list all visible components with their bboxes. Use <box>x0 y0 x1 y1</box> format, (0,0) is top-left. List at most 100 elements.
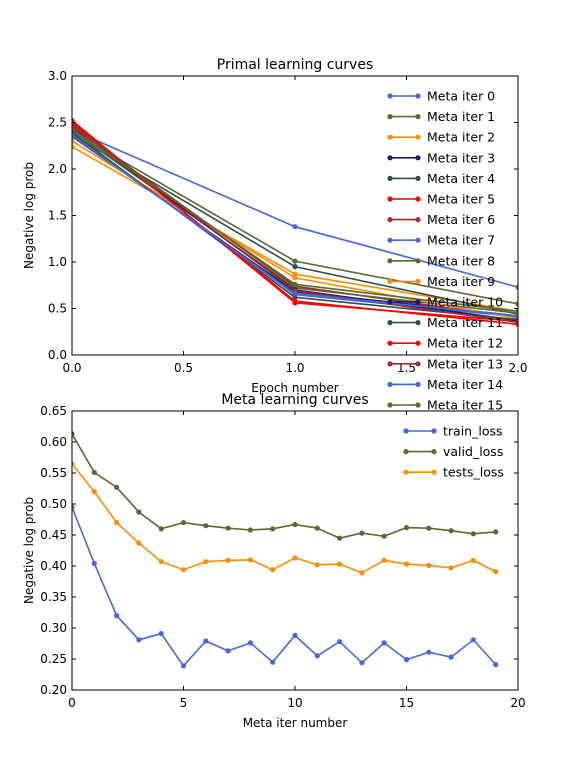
legend-label: Meta iter 14 <box>427 377 503 392</box>
data-point <box>314 653 320 659</box>
y-tick-label: 0.50 <box>40 497 67 511</box>
y-tick-label: 0.35 <box>40 590 67 604</box>
legend-label: Meta iter 15 <box>427 398 503 413</box>
data-point <box>515 284 518 290</box>
data-point <box>247 527 253 533</box>
chart-2: 0 5 10 15 20 0.20 0.25 0.30 0.35 0.40 0.45 0.50 0.55… <box>22 392 526 730</box>
legend-marker <box>387 196 393 202</box>
legend-marker <box>403 449 409 455</box>
x-tick-label: 5 <box>180 696 188 710</box>
legend-marker <box>415 320 421 326</box>
legend-marker <box>403 469 409 475</box>
legend-marker <box>387 134 393 140</box>
data-point <box>381 533 387 539</box>
data-point <box>359 660 365 666</box>
data-point <box>72 138 75 144</box>
legend-marker <box>387 258 393 264</box>
legend-marker <box>403 428 409 434</box>
legend-marker <box>431 428 437 434</box>
data-point <box>470 637 476 643</box>
series-group <box>72 431 499 669</box>
legend-marker <box>387 402 393 408</box>
data-point <box>136 637 142 643</box>
data-point <box>247 557 253 563</box>
y-tick-label: 0.45 <box>40 528 67 542</box>
data-point <box>91 560 97 567</box>
data-point <box>292 224 298 230</box>
legend-marker <box>415 134 421 140</box>
legend-marker <box>387 155 393 161</box>
data-point <box>158 559 164 565</box>
data-point <box>359 530 365 536</box>
data-point <box>72 144 75 150</box>
data-point <box>493 662 499 668</box>
x-tick-label: 1.0 <box>285 361 304 375</box>
legend-marker <box>431 469 437 475</box>
legend-marker <box>387 114 393 120</box>
x-axis-label: Meta iter number <box>243 716 348 730</box>
legend-label: Meta iter 9 <box>427 274 495 289</box>
legend-marker <box>387 320 393 326</box>
legend-marker <box>415 278 421 284</box>
data-point <box>470 557 476 564</box>
legend-label: Meta iter 7 <box>427 233 495 248</box>
data-point <box>381 557 387 564</box>
legend-label: Meta iter 10 <box>427 295 503 310</box>
data-point <box>292 275 298 281</box>
legend-marker <box>415 258 421 264</box>
y-tick-label: 2.5 <box>48 116 67 130</box>
data-point <box>180 567 187 573</box>
legend-marker <box>415 196 421 202</box>
data-point <box>337 639 343 645</box>
data-point <box>72 121 75 127</box>
data-point <box>292 632 298 639</box>
data-point <box>292 271 298 277</box>
data-point <box>515 313 518 319</box>
data-point <box>180 663 187 669</box>
y-axis-label: Negative log prob <box>22 497 36 604</box>
data-point <box>403 525 410 531</box>
legend-label: tests_loss <box>443 465 504 480</box>
y-axis-label: Negative log prob <box>22 162 36 269</box>
x-tick-label: 0.0 <box>62 361 81 375</box>
data-point <box>225 557 231 564</box>
data-point <box>72 461 75 467</box>
data-point <box>292 555 298 561</box>
data-point <box>91 489 97 495</box>
y-tick-label: 0.25 <box>40 652 67 666</box>
legend-marker <box>415 402 421 408</box>
data-point <box>448 528 454 534</box>
data-point <box>225 648 231 654</box>
y-tick-label: 1.0 <box>48 255 67 269</box>
series-line-1 <box>72 506 497 668</box>
data-point <box>403 657 410 663</box>
legend-marker <box>387 381 393 387</box>
data-point <box>314 525 320 531</box>
legend-label: Meta iter 11 <box>427 315 503 330</box>
y-tick-label: 0.20 <box>40 683 67 697</box>
y-tick-label: 0.40 <box>40 559 67 573</box>
data-point <box>72 504 75 510</box>
chart-title: Meta learning curves <box>221 392 368 408</box>
data-point <box>270 659 276 665</box>
y-tick-label: 2.0 <box>48 162 67 176</box>
x-tick-label: 0 <box>68 696 76 710</box>
data-point <box>72 132 75 139</box>
data-point <box>448 565 454 571</box>
legend-marker <box>415 155 421 161</box>
legend-marker <box>415 381 421 387</box>
y-tick-label: 0.5 <box>48 302 67 316</box>
legend-label: train_loss <box>443 424 503 439</box>
legend-marker <box>415 340 421 346</box>
x-tick-label: 10 <box>287 696 302 710</box>
legend-label: Meta iter 2 <box>427 130 495 145</box>
data-point <box>203 638 209 644</box>
x-tick-label: 2.0 <box>508 361 527 375</box>
data-point <box>292 264 298 270</box>
legend-marker <box>415 299 421 305</box>
data-point <box>515 319 518 325</box>
y-tick-label: 0.60 <box>40 435 67 449</box>
data-point <box>114 520 120 526</box>
legend-label: Meta iter 12 <box>427 336 503 351</box>
